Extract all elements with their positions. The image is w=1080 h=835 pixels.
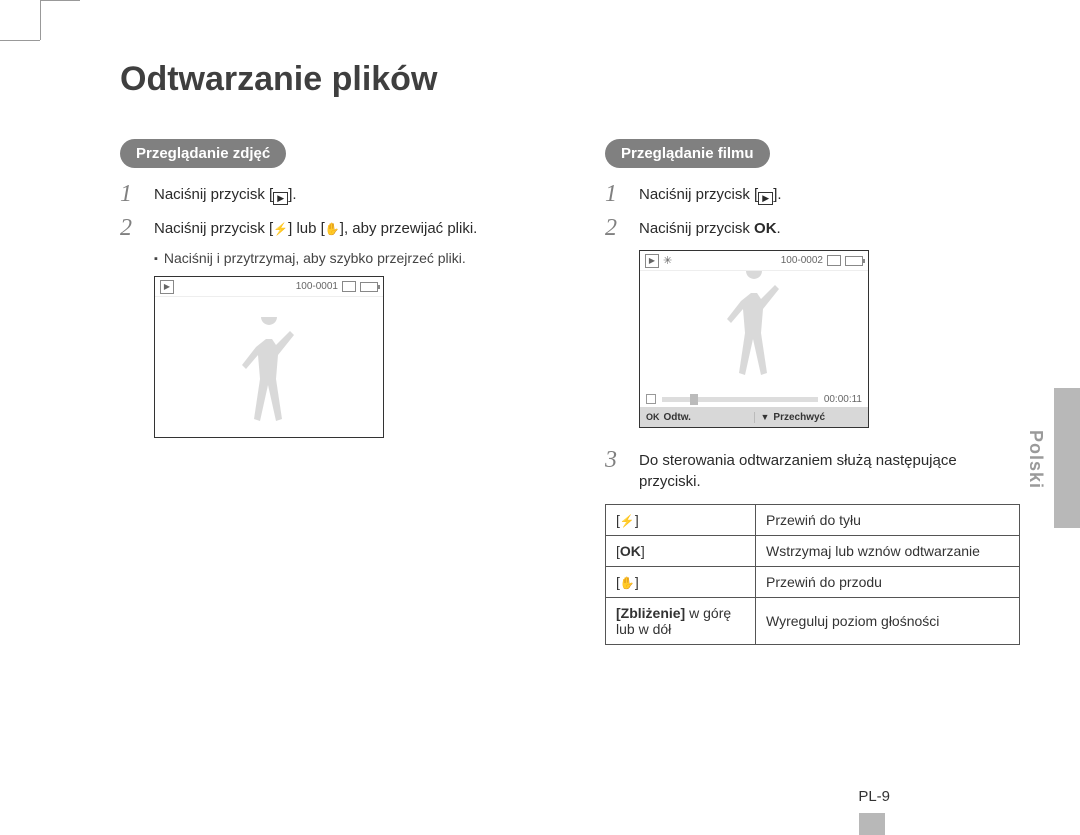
section-video: Przeglądanie filmu 1 Naciśnij przycisk […	[605, 139, 1020, 645]
progress-track	[662, 397, 818, 402]
page-title: Odtwarzanie plików	[120, 60, 1020, 99]
table-cell-key: [Zbliżenie] w górę lub w dół	[606, 598, 756, 645]
step-2-left: 2 Naciśnij przycisk [] lub [], aby przew…	[120, 216, 535, 240]
flash-left-icon	[620, 512, 635, 528]
step-2-right: 2 Naciśnij przycisk OK.	[605, 216, 1020, 240]
step-number: 2	[605, 216, 627, 240]
step-text: Naciśnij przycisk [▶].	[154, 182, 297, 205]
video-icon: ✳	[663, 254, 672, 267]
page-tab	[859, 813, 885, 835]
silhouette-image	[724, 271, 784, 391]
file-counter: 100-0002	[781, 255, 823, 266]
table-cell-value: Wstrzymaj lub wznów odtwarzanie	[756, 536, 1020, 567]
crop-mark-h	[0, 40, 40, 41]
stop-icon	[646, 394, 656, 404]
silhouette-image	[239, 317, 299, 437]
language-label: Polski	[1025, 430, 1046, 489]
section-heading-photos: Przeglądanie zdjęć	[120, 139, 286, 168]
table-row: [Zbliżenie] w górę lub w dół Wyreguluj p…	[606, 598, 1020, 645]
flash-left-icon	[273, 218, 288, 239]
table-cell-key: []	[606, 567, 756, 598]
step-number: 3	[605, 448, 627, 472]
table-row: [] Przewiń do przodu	[606, 567, 1020, 598]
preview-screen-video: ▶ ✳ 100-0002 00:00:11	[639, 250, 869, 428]
step-text: Naciśnij przycisk [▶].	[639, 182, 782, 205]
playback-icon: ▶	[758, 192, 773, 205]
crop-mark	[40, 0, 80, 40]
video-progress: 00:00:11	[640, 391, 868, 407]
step-number: 1	[605, 182, 627, 206]
down-icon: ▼	[761, 412, 770, 422]
step-number: 1	[120, 182, 142, 206]
table-cell-value: Przewiń do tyłu	[756, 505, 1020, 536]
progress-handle	[690, 394, 698, 405]
step-text: Naciśnij przycisk [] lub [], aby przewij…	[154, 216, 477, 239]
step-number: 2	[120, 216, 142, 240]
elapsed-time: 00:00:11	[824, 394, 862, 405]
table-cell-key: [OK]	[606, 536, 756, 567]
timer-right-icon	[325, 218, 340, 239]
table-row: [OK] Wstrzymaj lub wznów odtwarzanie	[606, 536, 1020, 567]
page-number: PL-9	[858, 788, 890, 805]
softkey-capture: Przechwyć	[773, 412, 825, 423]
screen-statusbar: ▶ 100-0001	[155, 277, 383, 297]
step-1-right: 1 Naciśnij przycisk [▶].	[605, 182, 1020, 206]
memory-icon	[827, 255, 841, 266]
step-text: Do sterowania odtwarzaniem służą następu…	[639, 448, 1020, 492]
softkey-play: Odtw.	[664, 412, 691, 423]
table-cell-key: []	[606, 505, 756, 536]
step-1-left: 1 Naciśnij przycisk [▶].	[120, 182, 535, 206]
table-cell-value: Wyreguluj poziom głośności	[756, 598, 1020, 645]
battery-icon	[845, 256, 863, 266]
playback-icon: ▶	[273, 192, 288, 205]
ok-icon: OK	[646, 412, 660, 422]
sub-bullet: Naciśnij i przytrzymaj, aby szybko przej…	[154, 250, 535, 266]
section-heading-video: Przeglądanie filmu	[605, 139, 770, 168]
file-counter: 100-0001	[296, 281, 338, 292]
timer-right-icon	[620, 574, 635, 590]
table-row: [] Przewiń do tyłu	[606, 505, 1020, 536]
screen-statusbar: ▶ ✳ 100-0002	[640, 251, 868, 271]
playback-mode-icon: ▶	[160, 280, 174, 294]
controls-table: [] Przewiń do tyłu [OK] Wstrzymaj lub wz…	[605, 504, 1020, 645]
memory-icon	[342, 281, 356, 292]
playback-mode-icon: ▶	[645, 254, 659, 268]
table-cell-value: Przewiń do przodu	[756, 567, 1020, 598]
battery-icon	[360, 282, 378, 292]
step-text: Naciśnij przycisk OK.	[639, 216, 781, 239]
ok-label: OK	[754, 220, 777, 237]
section-photos: Przeglądanie zdjęć 1 Naciśnij przycisk […	[120, 139, 535, 645]
step-3-right: 3 Do sterowania odtwarzaniem służą nastę…	[605, 448, 1020, 492]
page-content: Odtwarzanie plików Przeglądanie zdjęć 1 …	[120, 60, 1020, 815]
screen-softkeys: OK Odtw. ▼Przechwyć	[640, 407, 868, 427]
preview-screen-photo: ▶ 100-0001	[154, 276, 384, 438]
side-tab	[1054, 388, 1080, 528]
